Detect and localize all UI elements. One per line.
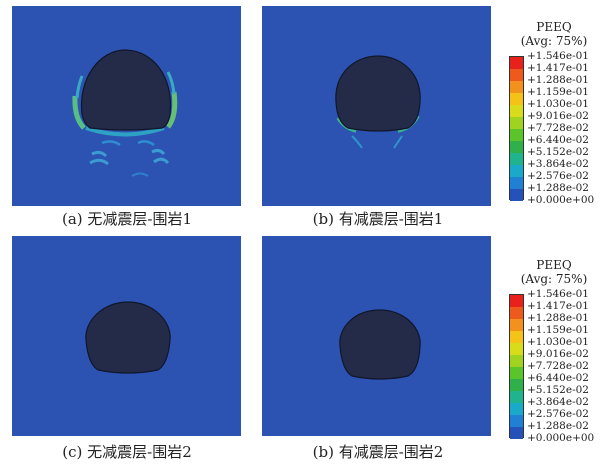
legend-colorbar xyxy=(509,294,524,439)
legend-color-segment xyxy=(510,367,523,379)
legend-value-label: +6.440e-02 xyxy=(527,372,589,384)
legend-value-label: +5.152e-02 xyxy=(527,384,589,396)
legend-value-label: +2.576e-02 xyxy=(527,408,589,420)
legend-value-label: +7.728e-02 xyxy=(527,360,589,372)
tunnel-opening xyxy=(80,49,172,131)
legend-color-segment xyxy=(510,165,523,177)
tunnel-opening xyxy=(85,301,171,374)
legend-color-segment xyxy=(510,415,523,427)
legend-color-segment xyxy=(510,379,523,391)
legend-color-segment xyxy=(510,319,523,331)
panel-b-contour xyxy=(262,6,491,206)
legend-value-label: +1.030e-01 xyxy=(527,336,589,348)
legend-color-segment xyxy=(510,93,523,105)
legend-value-label: +9.016e-02 xyxy=(527,348,589,360)
tunnel-opening xyxy=(339,309,421,380)
caption-c: (c) 无减震层-围岩2 xyxy=(62,443,192,461)
legend-value-label: +2.576e-02 xyxy=(527,170,589,182)
legend-value-label: +1.546e-01 xyxy=(527,288,589,300)
legend-color-segment xyxy=(510,153,523,165)
legend-color-segment xyxy=(510,177,523,189)
legend-color-segment xyxy=(510,391,523,403)
legend-color-segment xyxy=(510,105,523,117)
legend-color-segment xyxy=(510,57,523,69)
legend-value-label: +0.000e+00 xyxy=(527,194,595,206)
legend-value-label: +1.288e-01 xyxy=(527,312,589,324)
legend-title: PEEQ xyxy=(536,20,572,34)
legend-color-segment xyxy=(510,141,523,153)
legend-value-label: +1.417e-01 xyxy=(527,62,589,74)
legend-values: +1.546e-01 +1.417e-01 +1.288e-01 +1.159e-01… xyxy=(527,288,594,444)
legend-value-label: +1.546e-01 xyxy=(527,50,589,62)
legend-value-label: +0.000e+00 xyxy=(527,432,595,444)
legend-value-label: +1.417e-01 xyxy=(527,300,589,312)
legend-value-label: +1.288e-02 xyxy=(527,420,589,432)
plastic-zone xyxy=(72,71,178,177)
panel-a-contour xyxy=(12,6,241,206)
caption-d: (b) 有减震层-围岩2 xyxy=(312,443,444,461)
legend-color-segment xyxy=(510,355,523,367)
legend-subtitle: (Avg: 75%) xyxy=(520,34,588,48)
caption-a: (a) 无减震层-围岩1 xyxy=(61,210,193,228)
legend-color-segment xyxy=(510,343,523,355)
legend-color-segment xyxy=(510,69,523,81)
tunnel-opening xyxy=(335,55,421,132)
legend-bottom: PEEQ (Avg: 75%) +1.546e-01 +1.417e-01 +1.2… xyxy=(505,258,603,446)
legend-color-segment xyxy=(510,129,523,141)
legend-value-label: +3.864e-02 xyxy=(527,396,589,408)
legend-top: PEEQ (Avg: 75%) +1.546e-01 +1.417e-01 +1.2… xyxy=(505,20,603,208)
legend-color-segment xyxy=(510,295,523,307)
legend-value-label: +9.016e-02 xyxy=(527,110,589,122)
legend-color-segment xyxy=(510,427,523,439)
legend-value-label: +1.030e-01 xyxy=(527,98,589,110)
panel-c-contour xyxy=(12,236,241,436)
legend-color-segment xyxy=(510,117,523,129)
legend-color-segment xyxy=(510,307,523,319)
legend-subtitle: (Avg: 75%) xyxy=(520,272,588,286)
legend-value-label: +6.440e-02 xyxy=(527,134,589,146)
legend-value-label: +1.288e-02 xyxy=(527,182,589,194)
legend-colorbar xyxy=(509,56,524,201)
legend-color-segment xyxy=(510,81,523,93)
legend-values: +1.546e-01 +1.417e-01 +1.288e-01 +1.159e-01… xyxy=(527,50,594,206)
legend-value-label: +1.159e-01 xyxy=(527,324,589,336)
legend-title: PEEQ xyxy=(536,258,572,272)
legend-value-label: +1.288e-01 xyxy=(527,74,589,86)
legend-color-segment xyxy=(510,331,523,343)
caption-b: (b) 有减震层-围岩1 xyxy=(312,210,444,228)
legend-color-segment xyxy=(510,189,523,201)
panel-d-contour xyxy=(262,236,491,436)
legend-color-segment xyxy=(510,403,523,415)
legend-value-label: +1.159e-01 xyxy=(527,86,589,98)
legend-value-label: +3.864e-02 xyxy=(527,158,589,170)
legend-value-label: +5.152e-02 xyxy=(527,146,589,158)
legend-value-label: +7.728e-02 xyxy=(527,122,589,134)
